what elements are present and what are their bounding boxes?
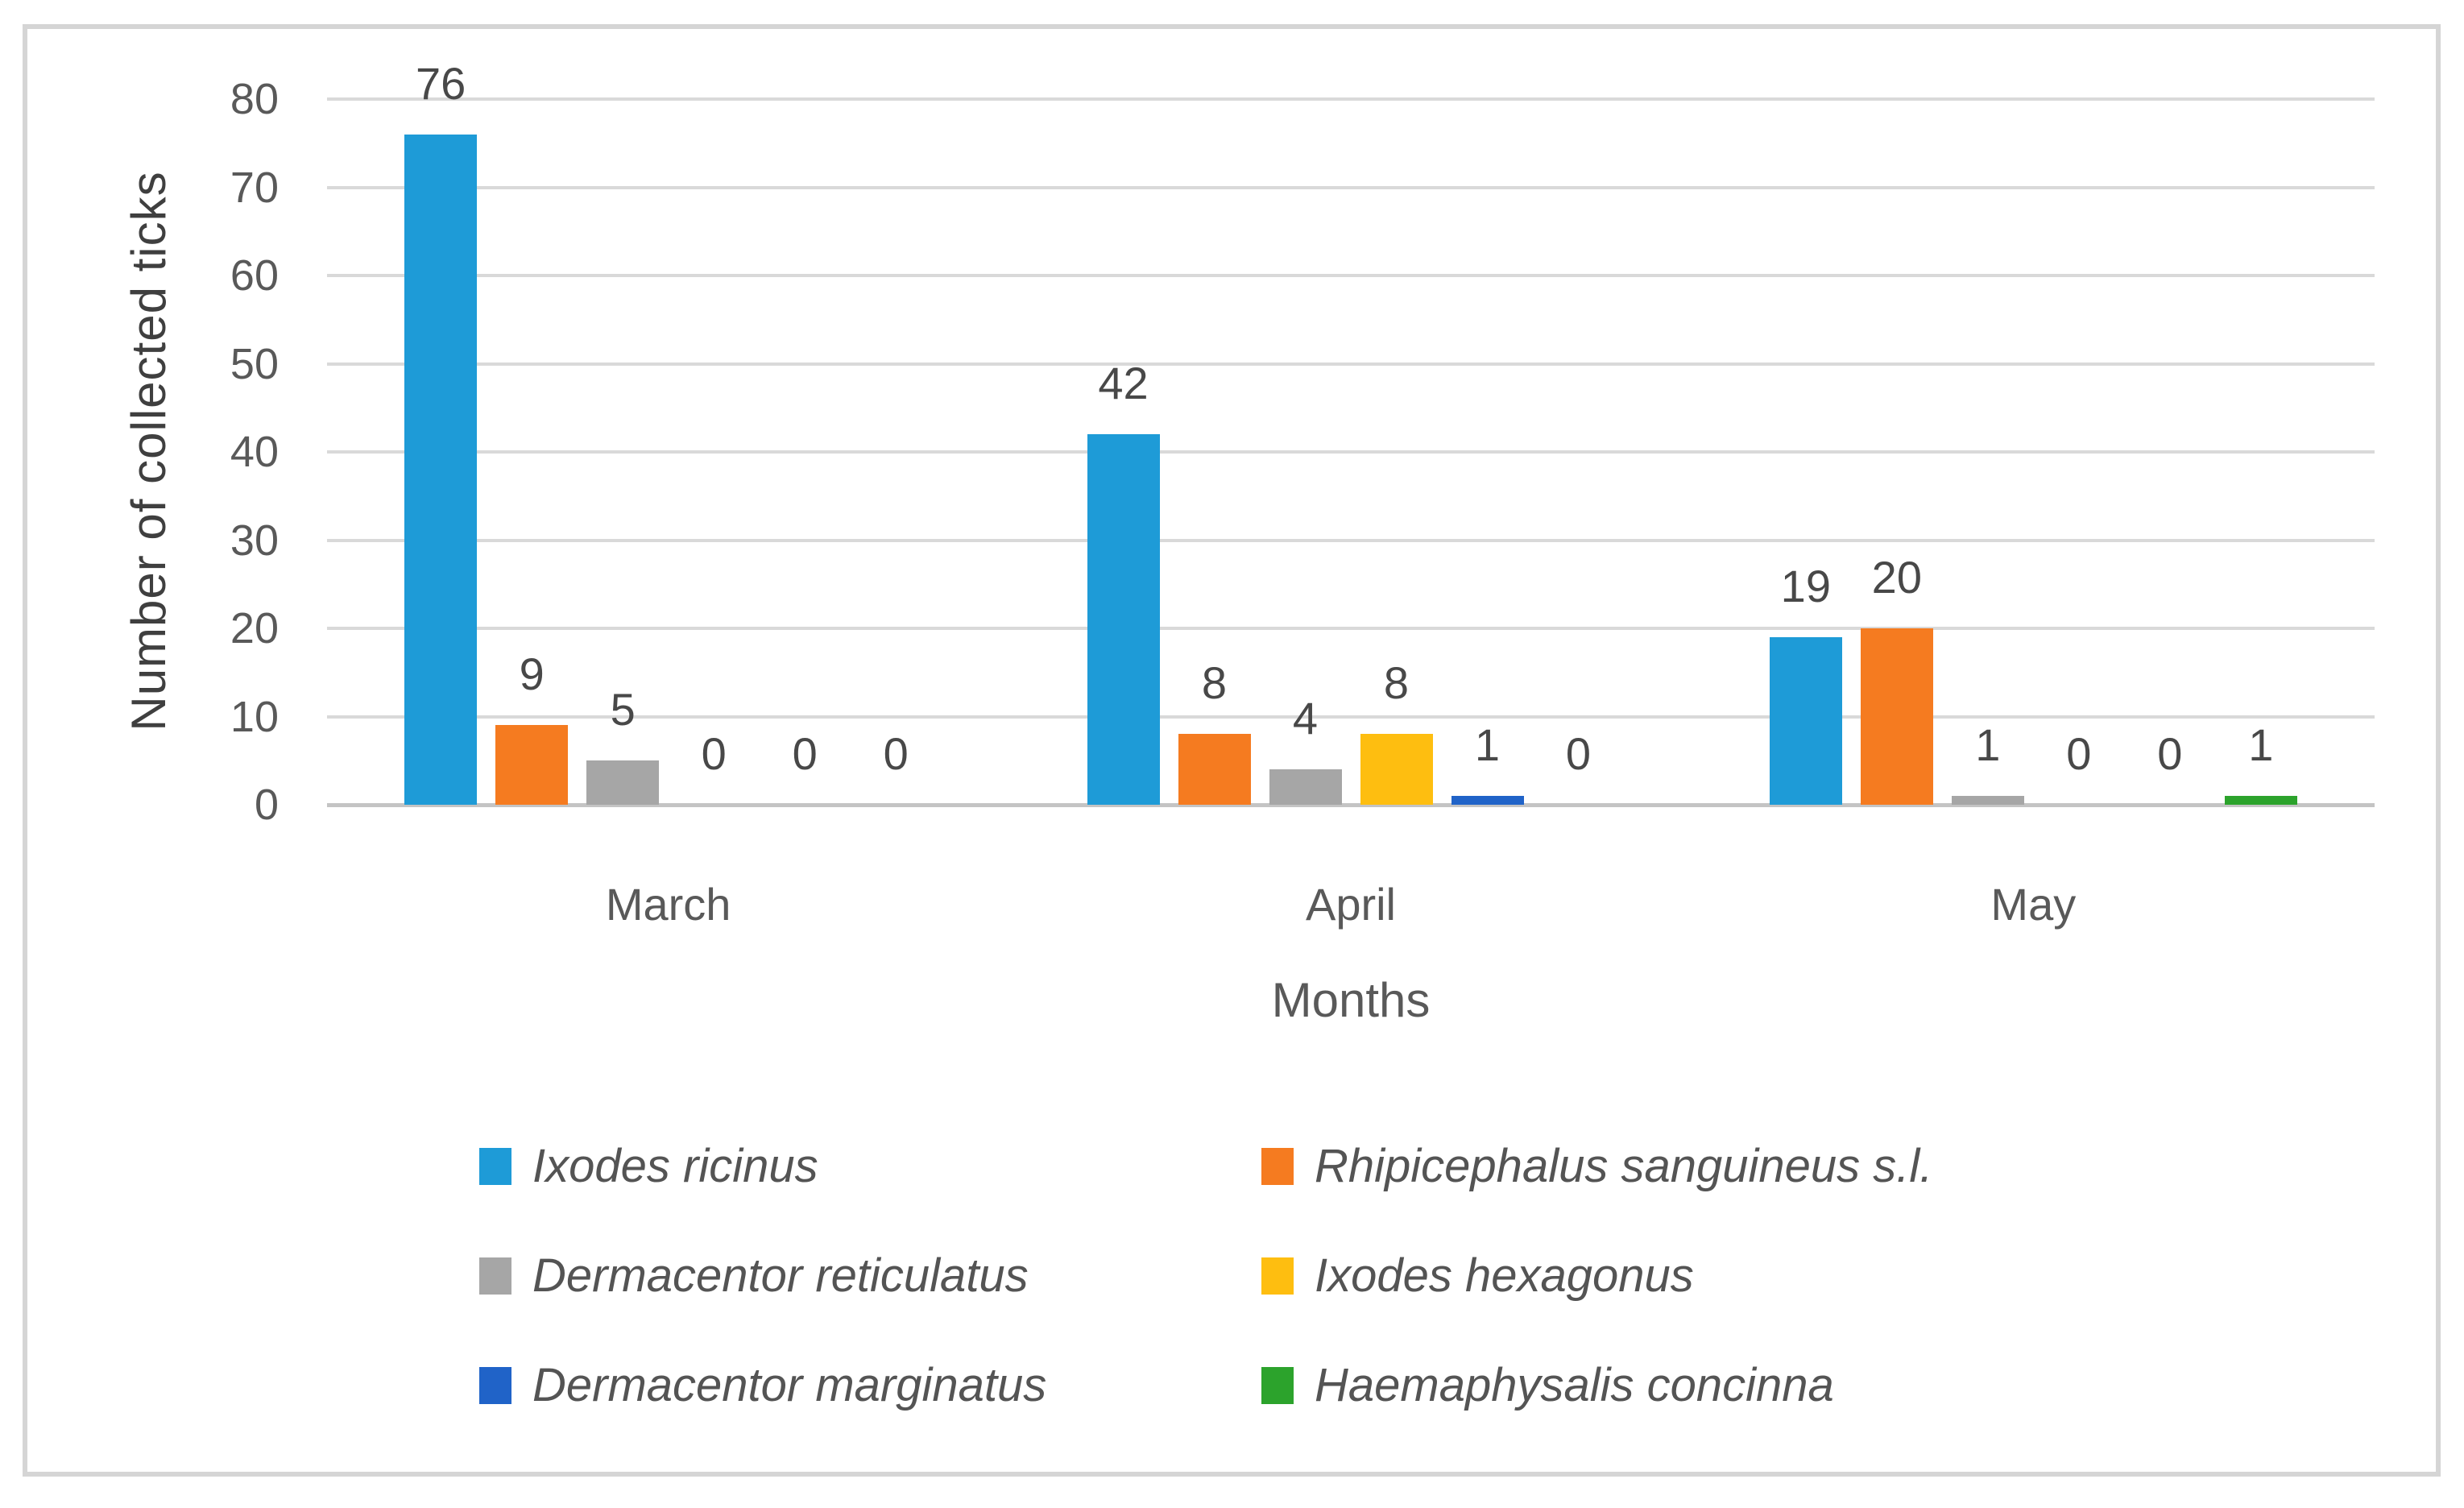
gridline — [327, 362, 2375, 366]
value-label-rhipicephalus-sanguineus-s-l-march: 9 — [519, 648, 545, 700]
legend-label-ixodes-hexagonus: Ixodes hexagonus — [1315, 1249, 1694, 1302]
bar-dermacentor-reticulatus-may — [1951, 796, 2024, 805]
bar-rhipicephalus-sanguineus-s-l-may — [1860, 628, 1933, 805]
legend-label-ixodes-ricinus: Ixodes ricinus — [532, 1140, 818, 1192]
bar-dermacentor-marginatus-april — [1451, 796, 1524, 805]
value-label-rhipicephalus-sanguineus-s-l-april: 8 — [1201, 657, 1228, 709]
legend-label-dermacentor-marginatus: Dermacentor marginatus — [532, 1359, 1047, 1411]
gridline — [327, 538, 2375, 542]
bar-ixodes-ricinus-may — [1769, 636, 1842, 805]
y-tick-label: 50 — [230, 339, 279, 388]
value-label-dermacentor-marginatus-march: 0 — [792, 728, 818, 779]
legend-swatch-ixodes-hexagonus — [1261, 1257, 1294, 1295]
value-label-dermacentor-marginatus-may: 0 — [2157, 728, 2183, 779]
gridline — [327, 97, 2375, 101]
legend-swatch-ixodes-ricinus — [479, 1148, 511, 1185]
y-tick-label: 0 — [254, 781, 279, 829]
legend-swatch-dermacentor-reticulatus — [479, 1257, 511, 1295]
value-label-rhipicephalus-sanguineus-s-l-may: 20 — [1871, 552, 1922, 603]
bar-haemaphysalis-concinna-may — [2224, 796, 2297, 805]
category-label-april: April — [1305, 879, 1396, 930]
bar-dermacentor-reticulatus-march — [586, 760, 660, 805]
y-tick-label: 20 — [230, 604, 279, 652]
value-label-ixodes-hexagonus-may: 0 — [2066, 728, 2092, 779]
value-label-haemaphysalis-concinna-april: 0 — [1565, 728, 1592, 779]
x-axis-line — [327, 803, 2375, 807]
value-label-ixodes-ricinus-april: 42 — [1098, 358, 1149, 409]
y-tick-label: 70 — [230, 163, 279, 212]
y-tick-label: 40 — [230, 428, 279, 476]
legend-label-rhipicephalus-sanguineus-s-l: Rhipicephalus sanguineus s.l. — [1315, 1140, 1933, 1192]
category-label-march: March — [605, 879, 731, 930]
value-label-ixodes-hexagonus-march: 0 — [701, 728, 727, 779]
y-tick-label: 80 — [230, 75, 279, 123]
value-label-dermacentor-reticulatus-april: 4 — [1292, 693, 1319, 744]
bar-dermacentor-reticulatus-april — [1269, 769, 1342, 805]
bar-rhipicephalus-sanguineus-s-l-april — [1178, 734, 1251, 805]
bar-rhipicephalus-sanguineus-s-l-march — [495, 725, 569, 805]
bar-ixodes-ricinus-march — [404, 134, 478, 805]
value-label-ixodes-ricinus-march: 76 — [416, 57, 466, 109]
gridline — [327, 274, 2375, 277]
value-label-dermacentor-marginatus-april: 1 — [1474, 719, 1501, 771]
value-label-ixodes-hexagonus-april: 8 — [1383, 657, 1410, 709]
y-tick-label: 60 — [230, 251, 279, 300]
legend-swatch-dermacentor-marginatus — [479, 1367, 511, 1404]
legend-label-dermacentor-reticulatus: Dermacentor reticulatus — [532, 1249, 1029, 1302]
gridline — [327, 450, 2375, 454]
legend-label-haemaphysalis-concinna: Haemaphysalis concinna — [1315, 1359, 1834, 1411]
legend-swatch-rhipicephalus-sanguineus-s-l — [1261, 1148, 1294, 1185]
value-label-dermacentor-reticulatus-march: 5 — [610, 684, 636, 735]
y-tick-label: 30 — [230, 516, 279, 565]
legend-swatch-haemaphysalis-concinna — [1261, 1367, 1294, 1404]
gridline — [327, 715, 2375, 719]
gridline — [327, 627, 2375, 630]
value-label-haemaphysalis-concinna-march: 0 — [883, 728, 909, 779]
value-label-dermacentor-reticulatus-may: 1 — [1975, 719, 2001, 771]
value-label-ixodes-ricinus-may: 19 — [1780, 560, 1831, 611]
category-label-may: May — [1990, 879, 2077, 930]
y-tick-label: 10 — [230, 692, 279, 741]
bar-ixodes-ricinus-april — [1087, 434, 1160, 805]
value-label-haemaphysalis-concinna-may: 1 — [2248, 719, 2274, 771]
bar-ixodes-hexagonus-april — [1360, 734, 1433, 805]
x-axis-title: Months — [1271, 973, 1431, 1027]
gridline — [327, 185, 2375, 189]
